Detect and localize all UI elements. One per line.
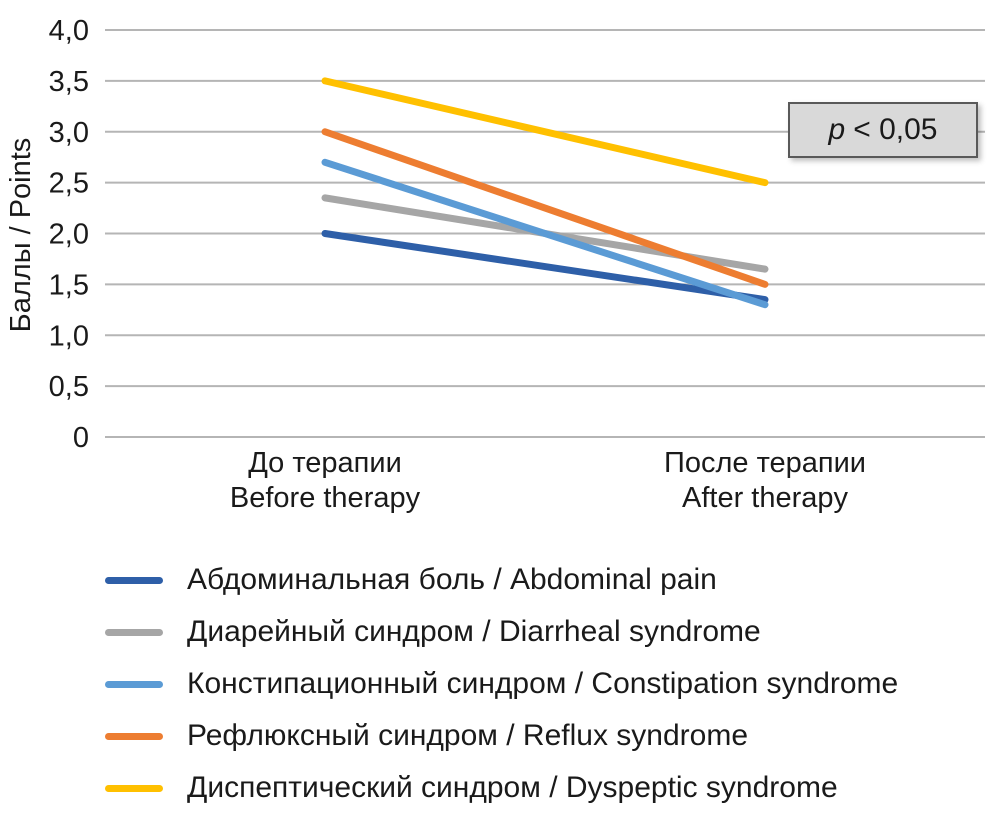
legend-swatch	[105, 628, 163, 636]
y-axis-title: Баллы / Points	[5, 138, 37, 333]
p-value-symbol: p	[828, 113, 846, 146]
x-category-label: Before therapy	[230, 482, 421, 514]
legend-label: Диспептический синдром / Dyspeptic syndr…	[187, 771, 838, 804]
legend-label: Рефлюксный синдром / Reflux syndrome	[187, 719, 749, 752]
p-value-box: p < 0,05	[788, 102, 978, 158]
legend-swatch	[105, 784, 163, 792]
y-tick-label: 3,5	[49, 66, 89, 98]
y-tick-label: 3,0	[49, 117, 89, 149]
legend-label: Абдоминальная боль / Abdominal pain	[187, 563, 717, 596]
y-axis-tick-labels: 0 0,5 1,0 1,5 2,0 2,5 3,0 3,5 4,0	[49, 15, 89, 454]
x-category-label: After therapy	[682, 482, 849, 514]
series-line	[321, 128, 769, 288]
y-tick-label: 1,5	[49, 269, 89, 301]
legend-item: Диспептический синдром / Dyspeptic syndr…	[105, 762, 898, 814]
y-tick-label: 4,0	[49, 15, 89, 47]
p-value-text: < 0,05	[853, 113, 938, 146]
chart-plot: 0 0,5 1,0 1,5 2,0 2,5 3,0 3,5 4,0 Баллы / Points…	[5, 15, 985, 514]
x-category-label: До терапии	[248, 447, 402, 479]
legend: Абдоминальная боль / Abdominal pain Диаре…	[105, 554, 898, 814]
y-tick-label: 0,5	[49, 371, 89, 403]
legend-item: Рефлюксный синдром / Reflux syndrome	[105, 710, 898, 762]
y-tick-label: 1,0	[49, 320, 89, 352]
legend-item: Диарейный синдром / Diarrheal syndrome	[105, 606, 898, 658]
y-tick-label: 2,0	[49, 219, 89, 251]
legend-item: Абдоминальная боль / Abdominal pain	[105, 554, 898, 606]
legend-item: Констипационный синдром / Constipation s…	[105, 658, 898, 710]
series-line	[321, 230, 769, 304]
y-tick-label: 2,5	[49, 168, 89, 200]
series-line	[321, 77, 769, 187]
series-line	[321, 158, 769, 309]
series-lines	[321, 77, 769, 309]
x-category-label: После терапии	[664, 447, 866, 479]
legend-label: Диарейный синдром / Diarrheal syndrome	[187, 615, 761, 648]
legend-swatch	[105, 576, 163, 584]
legend-swatch	[105, 680, 163, 688]
legend-label: Констипационный синдром / Constipation s…	[187, 667, 899, 700]
legend-swatch	[105, 732, 163, 740]
y-tick-label: 0	[73, 422, 89, 454]
